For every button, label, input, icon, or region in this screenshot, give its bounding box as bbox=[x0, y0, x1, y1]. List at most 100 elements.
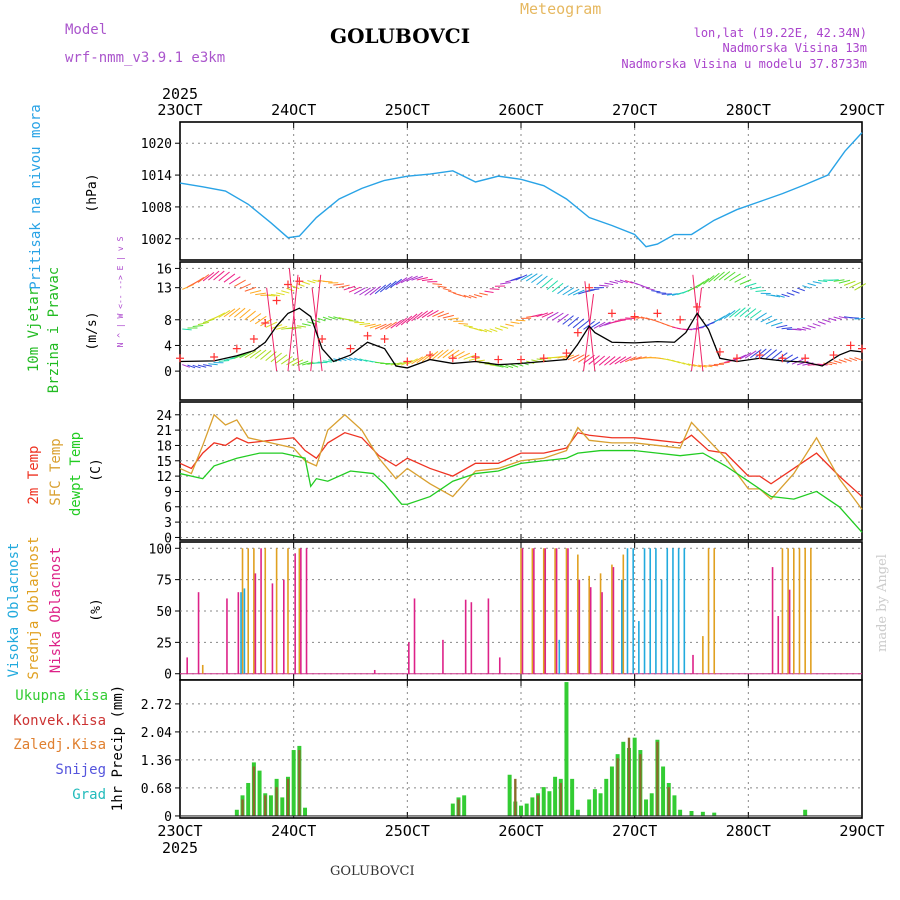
wind-arrow bbox=[691, 287, 702, 372]
y-tick-label: 15 bbox=[156, 455, 172, 470]
wind-arrow bbox=[421, 352, 434, 362]
convective-precip-bar bbox=[241, 799, 244, 816]
convective-precip-bar bbox=[514, 778, 517, 816]
wind-arrow bbox=[843, 280, 856, 286]
wind-arrow bbox=[270, 352, 282, 363]
total-precip-bar bbox=[575, 809, 580, 816]
wind-arrow bbox=[593, 355, 606, 366]
wind-arrow bbox=[244, 350, 257, 359]
total-precip-bar bbox=[541, 787, 546, 816]
meteogram-label: Meteogram bbox=[520, 0, 601, 18]
gust-marker bbox=[176, 354, 184, 363]
panel-frame bbox=[179, 401, 863, 541]
wind-arrow bbox=[400, 276, 413, 284]
wind-arrow bbox=[708, 364, 719, 367]
pressure-unit: (hPa) bbox=[85, 173, 100, 212]
wind-arrow bbox=[484, 328, 493, 333]
y-tick-label: 1020 bbox=[141, 137, 172, 152]
bottom-day-label: 29OCT bbox=[839, 822, 884, 840]
y-tick-label: 0 bbox=[164, 531, 172, 546]
wind-arrow bbox=[619, 279, 628, 284]
convective-precip-bar bbox=[536, 795, 540, 816]
wind-arrow bbox=[567, 354, 580, 361]
wind-arrow bbox=[802, 285, 811, 289]
y-tick-label: 0 bbox=[164, 365, 172, 380]
wind-arrow bbox=[275, 326, 288, 330]
wind-arrow bbox=[432, 349, 444, 360]
wind-arrow bbox=[411, 275, 423, 281]
total-precip-bar bbox=[268, 795, 273, 816]
wind-arrow bbox=[322, 316, 331, 321]
wind-arrow bbox=[369, 285, 382, 296]
cloud-legend-label: Srednja Oblacnost bbox=[26, 536, 42, 679]
wind-arrow bbox=[557, 285, 569, 295]
gust-marker bbox=[693, 302, 702, 311]
wind-arrow bbox=[266, 287, 278, 372]
gust-marker bbox=[585, 283, 594, 292]
convective-precip-bar bbox=[252, 766, 256, 816]
y-tick-label: 9 bbox=[164, 485, 172, 500]
wind-arrow bbox=[395, 317, 408, 328]
model-label: Model bbox=[65, 22, 107, 38]
wind-arrow bbox=[291, 359, 304, 366]
total-precip-bar bbox=[604, 778, 609, 816]
wind-arrow bbox=[479, 292, 488, 296]
total-precip-bar bbox=[524, 803, 529, 816]
total-precip-bar bbox=[547, 791, 552, 816]
wind-arrow bbox=[426, 310, 439, 318]
wind-arrow bbox=[817, 279, 828, 283]
wind-arrow bbox=[385, 321, 397, 330]
gust-marker bbox=[630, 312, 639, 321]
gust-marker bbox=[846, 341, 855, 350]
wind-arrow bbox=[442, 349, 455, 359]
wind-arrow bbox=[322, 280, 333, 283]
gust-marker bbox=[426, 351, 435, 360]
gust-marker bbox=[715, 347, 724, 356]
wind-arrow bbox=[192, 324, 204, 327]
wind-arrow bbox=[734, 275, 747, 283]
wind-arrow bbox=[677, 360, 686, 365]
wind-arrow bbox=[354, 357, 363, 362]
wind-arrow bbox=[379, 282, 392, 293]
wind-arrow bbox=[364, 323, 376, 328]
total-precip-bar bbox=[462, 795, 467, 816]
total-precip-bar bbox=[280, 797, 285, 816]
wind-arrow bbox=[791, 290, 800, 294]
gust-marker bbox=[539, 354, 548, 363]
wind-arrow bbox=[744, 350, 757, 359]
wind-arrow bbox=[536, 312, 549, 318]
wind-arrow bbox=[786, 292, 795, 296]
gust-marker bbox=[517, 355, 525, 364]
wind-arrow bbox=[614, 319, 626, 322]
y-tick-label: 18 bbox=[156, 439, 172, 454]
wind-arrow bbox=[343, 318, 353, 321]
pressure-title: Pritisak na nivou mora bbox=[28, 104, 44, 289]
gust-marker bbox=[471, 352, 480, 361]
wind-arrow bbox=[291, 285, 300, 290]
wind-arrow bbox=[281, 356, 293, 365]
model-name: wrf-nmm_v3.9.1 e3km bbox=[65, 50, 225, 66]
wind-arrow bbox=[228, 307, 241, 317]
wind-arrow bbox=[630, 356, 642, 362]
panel-1: 0 4 8 13 16 10m Vjetar Brzina i Pravac (m/s) N ^… bbox=[26, 236, 867, 401]
wind-arrow bbox=[197, 274, 210, 283]
y-tick-label: 1.36 bbox=[141, 754, 172, 769]
wind-arrow bbox=[812, 281, 822, 284]
gust-marker bbox=[829, 351, 838, 360]
wind-arrow bbox=[494, 364, 504, 368]
wind-arrow bbox=[797, 287, 805, 292]
wind-arrow bbox=[614, 279, 623, 284]
wind-arrow bbox=[557, 313, 569, 323]
wind-arrow bbox=[520, 273, 533, 281]
wind-arrow bbox=[213, 270, 225, 281]
wind-arrow bbox=[609, 280, 619, 284]
wind-arrow bbox=[541, 277, 553, 288]
wind-arrow bbox=[828, 317, 837, 322]
wind-arrow bbox=[562, 315, 574, 325]
y-tick-label: 0 bbox=[164, 810, 172, 825]
wind-arrow bbox=[249, 290, 262, 294]
wind-arrow bbox=[468, 357, 481, 361]
y-tick-label: 16 bbox=[156, 262, 172, 277]
wind-arrow bbox=[287, 274, 299, 372]
wind-arrow bbox=[354, 287, 366, 295]
